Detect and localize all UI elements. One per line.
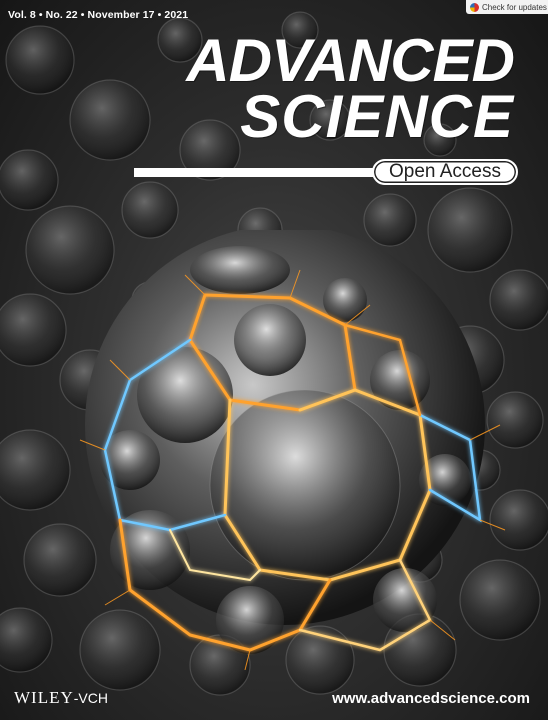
publisher-logo: WILEY-VCH [14, 688, 108, 708]
title-rule [134, 168, 374, 177]
publisher-main: WILEY [14, 688, 74, 707]
issue-info: Vol. 8 • No. 22 • November 17 • 2021 [8, 9, 188, 21]
journal-title-line1: ADVANCED [114, 34, 514, 88]
journal-title-line2: SCIENCE [114, 88, 514, 146]
check-updates-label: Check for updates [482, 3, 547, 12]
check-updates-button[interactable]: Check for updates [466, 0, 548, 14]
crossmark-icon [470, 3, 479, 12]
journal-website: www.advancedscience.com [332, 690, 530, 707]
open-access-badge: Open Access [372, 159, 518, 185]
cover-illustration [0, 230, 548, 670]
publisher-suffix: -VCH [74, 690, 108, 706]
journal-title: ADVANCED SCIENCE [114, 34, 514, 146]
